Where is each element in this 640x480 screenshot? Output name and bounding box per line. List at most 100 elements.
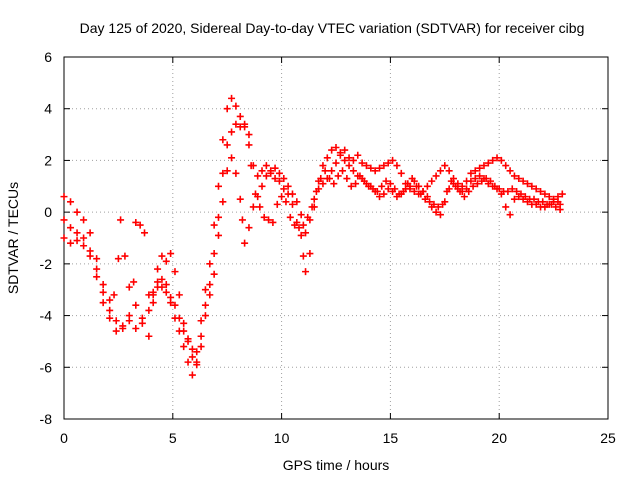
data-point-marker (358, 159, 366, 167)
data-point-marker (117, 216, 125, 224)
data-point-marker (497, 190, 505, 198)
data-point-marker (197, 343, 205, 351)
data-point-marker (362, 180, 370, 188)
data-point-marker (506, 167, 514, 175)
data-point-marker (423, 182, 431, 190)
data-point-marker (358, 175, 366, 183)
data-point-marker (460, 193, 468, 201)
data-point-marker (541, 190, 549, 198)
data-point-marker (132, 325, 140, 332)
data-point-marker (297, 231, 305, 239)
data-point-marker (254, 193, 262, 201)
data-point-marker (441, 162, 449, 170)
data-point-marker (426, 198, 434, 206)
data-point-marker (158, 252, 166, 260)
data-point-marker (402, 185, 410, 193)
series-3 (60, 151, 566, 369)
data-point-marker (345, 162, 353, 170)
data-point-marker (508, 185, 516, 193)
data-point-marker (393, 193, 401, 201)
data-point-marker (232, 102, 240, 110)
data-point-marker (319, 162, 327, 170)
data-point-marker (319, 180, 327, 188)
data-point-marker (515, 175, 523, 183)
data-point-marker (60, 234, 68, 242)
data-point-marker (249, 203, 257, 211)
data-point-marker (467, 169, 475, 177)
data-point-marker (175, 291, 183, 299)
data-point-marker (158, 283, 166, 291)
data-point-marker (480, 162, 488, 170)
data-point-marker (419, 187, 427, 195)
y-tick-label: 0 (44, 204, 52, 220)
data-point-marker (445, 185, 453, 193)
data-point-marker (380, 190, 388, 198)
data-point-marker (219, 136, 227, 144)
plot-frame (63, 56, 609, 420)
data-point-marker (269, 218, 277, 226)
data-point-marker (352, 180, 360, 188)
data-point-marker (80, 216, 88, 224)
data-point-marker (86, 252, 94, 260)
data-point-marker (106, 296, 114, 304)
data-point-marker (371, 167, 379, 175)
x-tick-label: 10 (274, 430, 290, 446)
data-point-marker (378, 182, 386, 190)
data-point-marker (532, 185, 540, 193)
data-point-marker (376, 193, 384, 201)
data-point-marker (299, 252, 307, 260)
data-point-marker (149, 299, 157, 307)
data-point-marker (99, 288, 107, 296)
data-point-marker (132, 301, 140, 309)
data-point-marker (545, 200, 553, 208)
data-point-marker (93, 255, 101, 263)
data-point-marker (288, 190, 296, 198)
series-2 (60, 120, 564, 379)
data-point-marker (86, 229, 94, 237)
data-point-marker (99, 299, 107, 307)
data-point-marker (67, 239, 75, 247)
data-point-marker (280, 185, 288, 193)
data-point-marker (184, 337, 192, 345)
data-point-marker (354, 172, 362, 180)
data-point-marker (523, 180, 531, 188)
data-point-marker (267, 167, 275, 175)
data-point-marker (323, 175, 331, 183)
data-point-marker (484, 159, 492, 167)
data-point-marker (241, 120, 249, 128)
data-point-marker (73, 237, 81, 245)
series-1 (60, 94, 564, 361)
data-point-marker (278, 193, 286, 201)
data-point-marker (545, 193, 553, 201)
data-point-marker (114, 255, 122, 263)
data-point-marker (334, 172, 342, 180)
data-point-marker (445, 167, 453, 175)
data-point-marker (93, 265, 101, 273)
data-point-marker (428, 177, 436, 185)
y-axis-label: SDTVAR / TECUs (5, 182, 21, 294)
data-point-marker (436, 167, 444, 175)
y-tick-label: -2 (40, 256, 53, 272)
data-point-marker (184, 358, 192, 366)
data-point-marker (493, 154, 501, 162)
data-point-marker (245, 224, 253, 232)
data-point-marker (330, 180, 338, 188)
data-point-marker (145, 332, 153, 340)
data-point-marker (362, 162, 370, 170)
data-point-marker (469, 182, 477, 190)
data-points (60, 94, 566, 379)
data-point-marker (302, 268, 310, 276)
data-point-marker (293, 198, 301, 206)
data-point-marker (112, 327, 120, 335)
data-point-marker (132, 218, 140, 226)
data-point-marker (236, 195, 244, 203)
data-point-marker (214, 231, 222, 239)
data-point-marker (110, 291, 118, 299)
data-point-marker (384, 185, 392, 193)
data-point-marker (210, 250, 218, 258)
data-point-marker (410, 187, 418, 195)
data-point-marker (206, 260, 214, 268)
data-point-marker (141, 229, 149, 237)
axis-tick-labels: 0 5 10 15 20 25 -8 -6 -4 -2 0 2 4 6 (40, 49, 616, 446)
data-point-marker (304, 213, 312, 221)
